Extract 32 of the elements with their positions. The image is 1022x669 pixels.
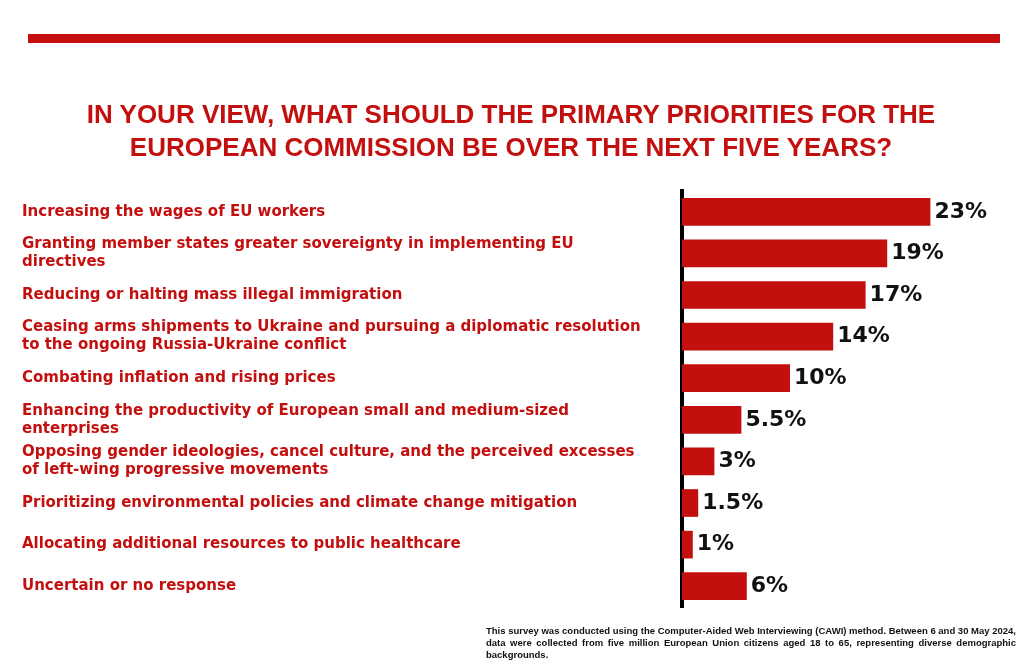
data-label: 1%	[696, 530, 735, 556]
data-label: 6%	[750, 571, 789, 597]
y-tick-label: Opposing gender ideologies, cancel culture, and the perceived excesses of left-wing progressive movements	[22, 442, 635, 479]
bar	[682, 197, 931, 226]
bar	[682, 281, 866, 309]
bar	[682, 405, 742, 434]
bar	[682, 530, 693, 559]
data-label: 5.5%	[745, 405, 807, 431]
y-tick-label: Increasing the wages of EU workers	[22, 201, 326, 220]
chart-title: IN YOUR VIEW, WHAT SHOULD THE PRIMARY PRIORITIES FOR THE EUROPEAN COMMISSION BE OVER THE NEXT FIVE YEARS?	[85, 98, 937, 164]
bar	[682, 364, 790, 393]
y-tick-label: Uncertain or no response	[22, 576, 237, 595]
y-tick-label: Enhancing the productivity of European small and medium-sized enterprises	[22, 400, 569, 437]
y-tick-label: Ceasing arms shipments to Ukraine and pursuing a diplomatic resolution to the ongoing Russia-Ukraine conflict	[22, 317, 641, 354]
data-label: 3%	[718, 447, 756, 473]
y-tick-label: Reducing or halting mass illegal immigration	[22, 284, 403, 303]
y-tick-label: Allocating additional resources to public healthcare	[22, 534, 461, 553]
y-tick-label: Granting member states greater sovereignty in implementing EU directives	[22, 234, 574, 271]
data-label: 19%	[891, 239, 944, 265]
data-label: 23%	[934, 197, 988, 223]
bar	[682, 322, 834, 351]
bar	[682, 489, 699, 517]
data-label: 1.5%	[702, 488, 764, 514]
data-label: 10%	[794, 363, 847, 389]
text: This survey was conducted using the Computer-Aided Web Interviewing (CAWI) method. Between 6 and 30 May 2024, data were collected from five million European Union citizens aged 18 to 65, representing diverse demographic backgrounds.	[486, 625, 1016, 661]
data-label: 17%	[869, 280, 923, 306]
y-tick-label: Prioritizing environmental policies and climate change mitigation	[22, 492, 578, 511]
bar	[682, 239, 888, 268]
bar	[682, 572, 747, 601]
data-label: 14%	[837, 322, 890, 348]
y-tick-label: Combating inflation and rising prices	[22, 368, 336, 387]
bar	[682, 447, 715, 476]
